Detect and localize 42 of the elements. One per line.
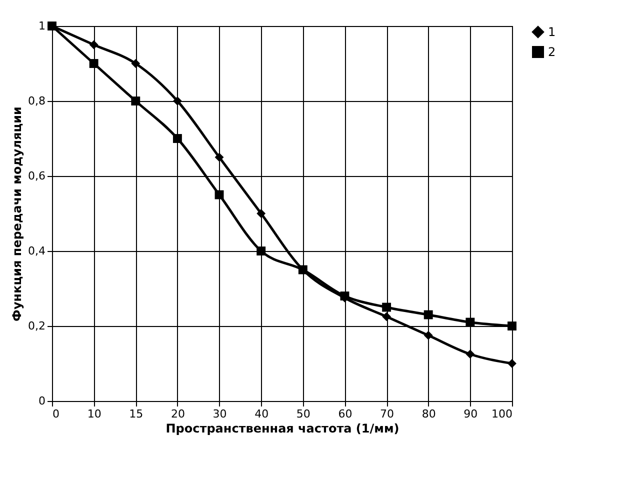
x-tick-label: 100 xyxy=(492,408,512,420)
x-tick-label: 60 xyxy=(338,408,352,420)
y-axis-title: Функция передачи модуляции xyxy=(10,106,24,322)
x-tick-label: 10 xyxy=(87,408,102,420)
y-tick-label: 0 xyxy=(38,394,46,408)
point xyxy=(214,190,224,200)
x-tick-label: 15 xyxy=(129,408,144,420)
point xyxy=(298,265,308,274)
point xyxy=(424,330,433,340)
point xyxy=(48,22,56,30)
point xyxy=(382,302,392,312)
x-tick-label: 90 xyxy=(464,408,478,420)
point xyxy=(131,96,140,106)
y-tick-label: 0,2 xyxy=(28,320,46,332)
point xyxy=(172,134,182,143)
y-tick-label: 0,8 xyxy=(28,94,46,108)
x-tick-label: 0 xyxy=(52,408,60,420)
point xyxy=(382,312,392,322)
x-tick-label: 20 xyxy=(170,408,185,420)
legend-label: 1 xyxy=(548,25,556,39)
point xyxy=(172,96,182,106)
x-tick-label: 40 xyxy=(254,408,269,420)
y-tick-label: 0,4 xyxy=(28,244,46,258)
x-axis-title: Пространственная частота (1/мм) xyxy=(166,422,400,436)
x-tick-label: 70 xyxy=(380,408,394,420)
x-tick-label: 30 xyxy=(212,408,227,420)
point xyxy=(89,59,98,68)
point xyxy=(466,350,475,359)
point xyxy=(256,246,266,256)
point xyxy=(89,40,98,50)
x-tick-label: 80 xyxy=(422,408,436,420)
point xyxy=(131,59,140,68)
point xyxy=(508,359,516,368)
y-tick-label: 0,6 xyxy=(28,170,46,182)
point xyxy=(466,318,475,327)
legend-label: 2 xyxy=(548,45,556,59)
x-tick-label: 50 xyxy=(296,408,310,420)
point xyxy=(256,209,266,218)
point xyxy=(508,322,516,330)
point xyxy=(214,152,224,162)
y-tick-label: 1 xyxy=(38,20,46,32)
point xyxy=(424,310,433,320)
